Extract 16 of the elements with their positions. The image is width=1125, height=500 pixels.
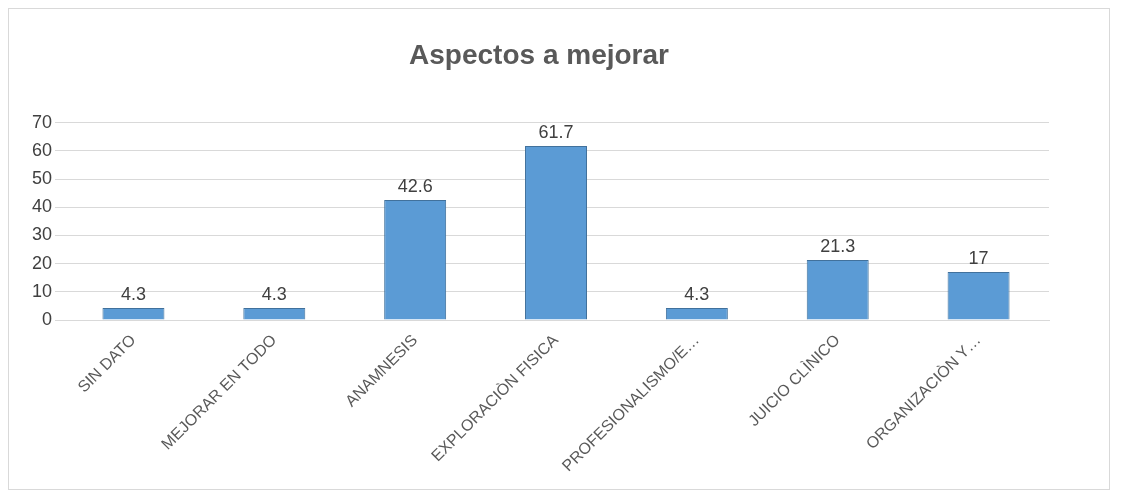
data-label: 42.6 bbox=[397, 175, 433, 196]
y-tick-label: 0 bbox=[42, 309, 53, 329]
data-label: 61.7 bbox=[538, 121, 574, 142]
chart-title: Aspectos a mejorar bbox=[409, 38, 670, 70]
y-tick-label: 40 bbox=[31, 196, 53, 217]
data-label: 17 bbox=[968, 248, 989, 269]
y-tick-label: 10 bbox=[31, 280, 53, 301]
data-label: 21.3 bbox=[820, 235, 856, 256]
y-tick-label: 20 bbox=[31, 252, 53, 273]
y-tick-label: 70 bbox=[31, 111, 53, 132]
data-label: 4.3 bbox=[120, 283, 146, 304]
y-tick-label: 50 bbox=[31, 167, 53, 188]
y-tick-label: 30 bbox=[31, 224, 53, 245]
y-tick-label: 60 bbox=[31, 139, 53, 160]
data-label: 4.3 bbox=[684, 283, 710, 304]
data-label: 4.3 bbox=[261, 283, 287, 304]
